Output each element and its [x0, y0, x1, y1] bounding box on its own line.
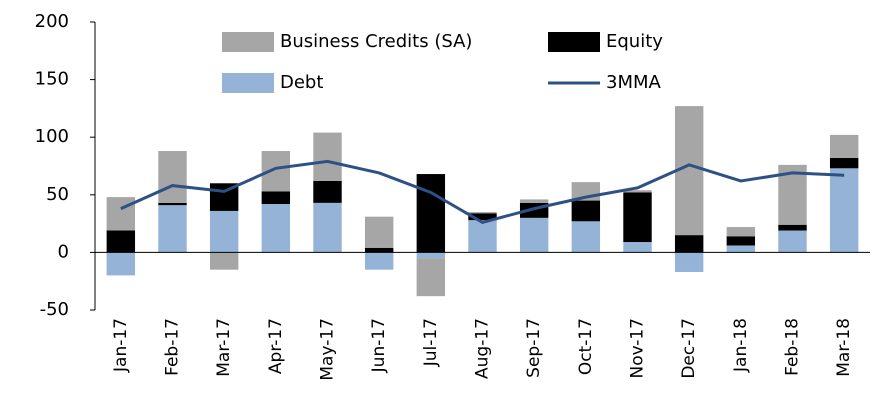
x-tick-label: Aug-17	[473, 318, 493, 379]
bar-segment	[726, 227, 756, 237]
bar-segment	[416, 258, 446, 297]
bar-segment	[726, 245, 756, 253]
bar-segment	[623, 190, 652, 193]
x-tick-label: Nov-17	[628, 318, 648, 379]
x-tick-label: Jan-18	[731, 318, 751, 373]
legend-label: 3MMA	[606, 72, 662, 93]
bar-segment	[623, 192, 652, 243]
y-tick-label: 0	[58, 241, 69, 262]
bar-segment	[364, 252, 394, 270]
bar-segment	[778, 224, 807, 231]
bar-segment	[364, 216, 394, 248]
x-tick-label: May-17	[318, 318, 338, 381]
x-tick-label: Jan-17	[111, 318, 131, 373]
bar-segment	[416, 174, 446, 253]
bar-segment	[674, 235, 704, 253]
bar-segment	[209, 210, 239, 253]
legend-swatch	[222, 73, 274, 93]
legend-swatch	[548, 32, 600, 52]
x-tick-label: Feb-17	[163, 318, 183, 376]
x-tick-label: Sep-17	[524, 318, 544, 378]
bar-segment	[468, 212, 497, 214]
bar-segment	[313, 202, 342, 253]
legend-label: Business Credits (SA)	[280, 31, 472, 52]
bar-segment	[829, 134, 859, 158]
y-tick-label: 200	[35, 11, 69, 32]
x-tick-label: Mar-18	[834, 318, 854, 377]
bar-segment	[519, 217, 549, 253]
y-tick-label: 100	[35, 126, 69, 147]
bar-segment	[416, 252, 446, 259]
bar-segment	[468, 213, 497, 221]
bar-segment	[829, 168, 859, 253]
x-tick-label: Jul-17	[421, 318, 441, 367]
bar-segment	[209, 252, 239, 270]
bar-segment	[519, 199, 549, 203]
x-tick-label: Feb-18	[783, 318, 803, 376]
x-tick-label: Oct-17	[576, 318, 596, 375]
bar-segment	[674, 252, 704, 272]
bar-segment	[726, 236, 756, 246]
bar-segment	[158, 202, 187, 206]
bar-segment	[468, 220, 497, 253]
y-tick-label: 150	[35, 69, 69, 90]
legend-label: Equity	[606, 31, 663, 52]
bar-segment	[778, 230, 807, 253]
bar-segment	[158, 205, 187, 253]
x-tick-label: Jun-17	[369, 318, 389, 373]
y-tick-label: 50	[46, 184, 69, 205]
legend-swatch	[222, 32, 274, 52]
x-tick-label: Dec-17	[679, 318, 699, 379]
bar-segment	[364, 247, 394, 253]
legend-label: Debt	[280, 72, 323, 93]
bar-segment	[313, 180, 342, 203]
x-tick-label: Mar-17	[214, 318, 234, 377]
bar-segment	[261, 191, 291, 205]
bar-segment	[623, 242, 652, 253]
y-tick-label: -50	[40, 299, 69, 320]
bar-segment	[313, 132, 342, 181]
bar-segment	[571, 221, 601, 253]
bar-segment	[261, 204, 291, 253]
bar-segment	[571, 200, 601, 222]
bar-segment	[158, 151, 187, 203]
bar-segment	[106, 197, 136, 231]
x-tick-label: Apr-17	[266, 318, 286, 374]
bar-segment	[106, 252, 136, 276]
bar-segment	[829, 157, 859, 169]
line-series	[120, 159, 845, 225]
bar-segment	[106, 230, 136, 253]
